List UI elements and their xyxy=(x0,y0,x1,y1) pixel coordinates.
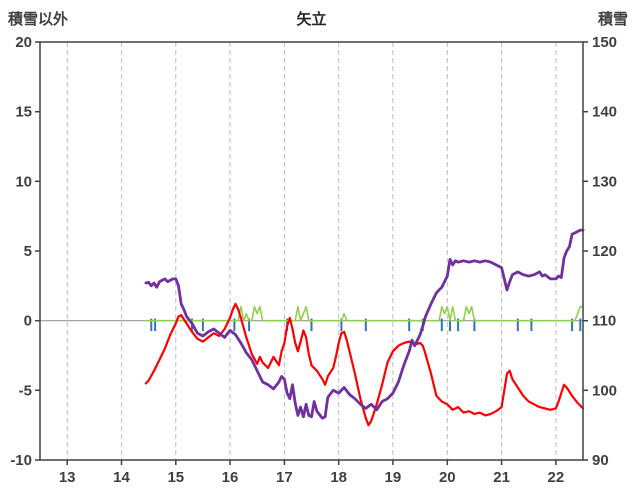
svg-text:15: 15 xyxy=(167,469,184,486)
svg-text:130: 130 xyxy=(592,173,617,190)
svg-text:140: 140 xyxy=(592,104,617,121)
svg-text:-10: -10 xyxy=(10,452,32,469)
left-axis-title: 積雪以外 xyxy=(8,11,69,28)
svg-text:100: 100 xyxy=(592,382,617,399)
svg-text:16: 16 xyxy=(222,469,239,486)
svg-text:18: 18 xyxy=(330,469,347,486)
svg-text:17: 17 xyxy=(276,469,293,486)
svg-text:90: 90 xyxy=(592,452,609,469)
svg-text:19: 19 xyxy=(385,469,402,486)
svg-text:20: 20 xyxy=(439,469,456,486)
right-axis-title: 積雪 xyxy=(597,11,628,28)
svg-text:0: 0 xyxy=(24,313,32,330)
svg-text:13: 13 xyxy=(59,469,76,486)
svg-text:5: 5 xyxy=(24,243,32,260)
chart-title: 矢立 xyxy=(296,11,327,28)
svg-text:15: 15 xyxy=(15,104,32,121)
svg-text:22: 22 xyxy=(548,469,565,486)
svg-text:21: 21 xyxy=(493,469,510,486)
svg-text:20: 20 xyxy=(15,34,32,51)
svg-text:14: 14 xyxy=(113,469,130,486)
svg-text:110: 110 xyxy=(592,313,616,330)
svg-text:10: 10 xyxy=(15,173,32,190)
svg-text:120: 120 xyxy=(592,243,617,260)
svg-text:150: 150 xyxy=(592,34,617,51)
svg-text:-5: -5 xyxy=(19,382,32,399)
